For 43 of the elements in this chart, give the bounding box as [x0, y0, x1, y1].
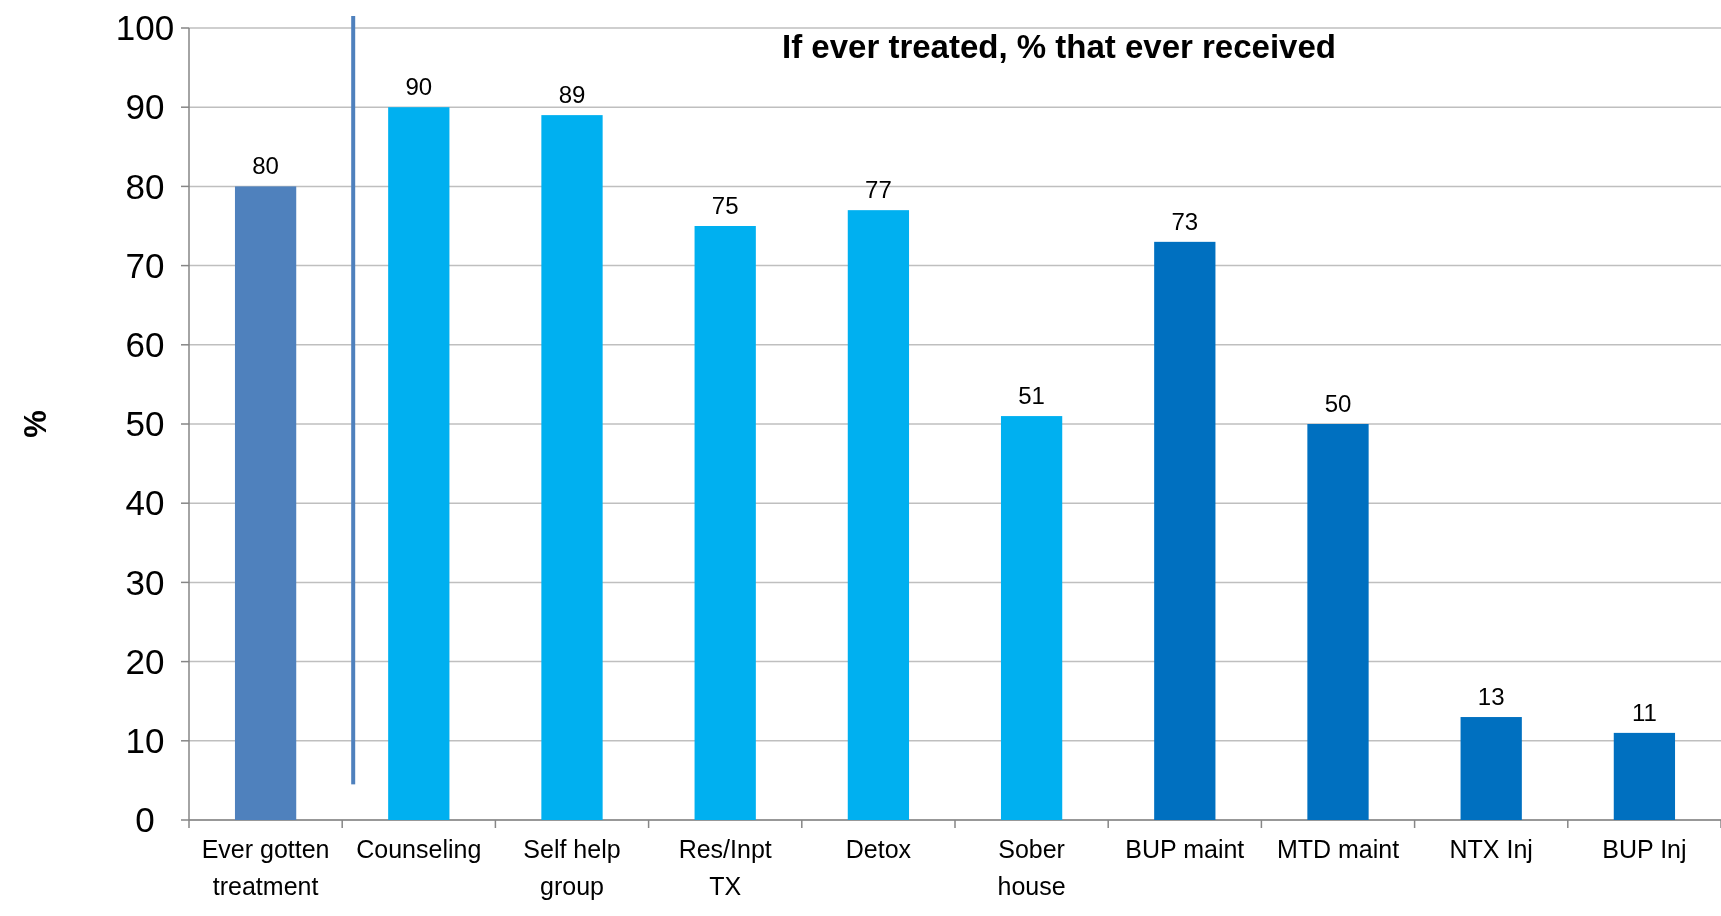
x-tick-label: MTD maint	[1276, 835, 1400, 863]
y-tick-label: 100	[115, 8, 175, 48]
x-tick-label: Detox	[845, 835, 912, 863]
bar	[388, 107, 450, 820]
x-tick-label: BUP maint	[1125, 835, 1245, 863]
data-label: 51	[1018, 382, 1045, 410]
bar	[1613, 732, 1676, 820]
x-tick-label: Sober house	[997, 835, 1066, 900]
y-tick-label: 40	[125, 483, 165, 523]
bar	[1460, 717, 1522, 820]
data-label: 90	[405, 73, 433, 101]
data-label: 73	[1171, 207, 1199, 235]
y-tick-label: 80	[125, 166, 165, 206]
data-label: 11	[1631, 698, 1657, 726]
bar	[1154, 241, 1216, 820]
data-label: 75	[711, 192, 739, 219]
bar	[1307, 424, 1369, 820]
bar	[234, 186, 297, 820]
bar	[694, 226, 756, 820]
x-tick-label: Self help group	[523, 835, 621, 900]
data-label: 13	[1477, 683, 1505, 711]
x-tick-label: Res/Inpt TX	[678, 835, 772, 900]
x-tick-label: Counseling	[356, 835, 482, 863]
y-tick-label: 70	[125, 245, 165, 285]
bar	[541, 115, 603, 820]
y-tick-label: 90	[125, 87, 165, 127]
data-label: 89	[558, 81, 586, 109]
chart-title: If ever treated, % that ever received	[782, 28, 1336, 65]
data-label: 50	[1324, 390, 1352, 417]
y-tick-label: 30	[125, 562, 165, 602]
x-tick-label: Ever gotten treatment	[201, 835, 330, 900]
bar	[847, 210, 910, 820]
y-tick-label: 50	[125, 404, 165, 444]
x-tick-label: BUP Inj	[1602, 835, 1687, 863]
data-label: 80	[252, 152, 279, 180]
y-tick-label: 20	[125, 641, 165, 681]
data-label: 77	[865, 176, 892, 204]
y-tick-label: 0	[135, 800, 155, 840]
y-tick-label: 10	[125, 721, 165, 761]
y-tick-label: 60	[125, 325, 165, 365]
y-axis-title: %	[18, 410, 53, 438]
bar	[1000, 416, 1063, 820]
x-tick-label: NTX Inj	[1449, 835, 1533, 863]
